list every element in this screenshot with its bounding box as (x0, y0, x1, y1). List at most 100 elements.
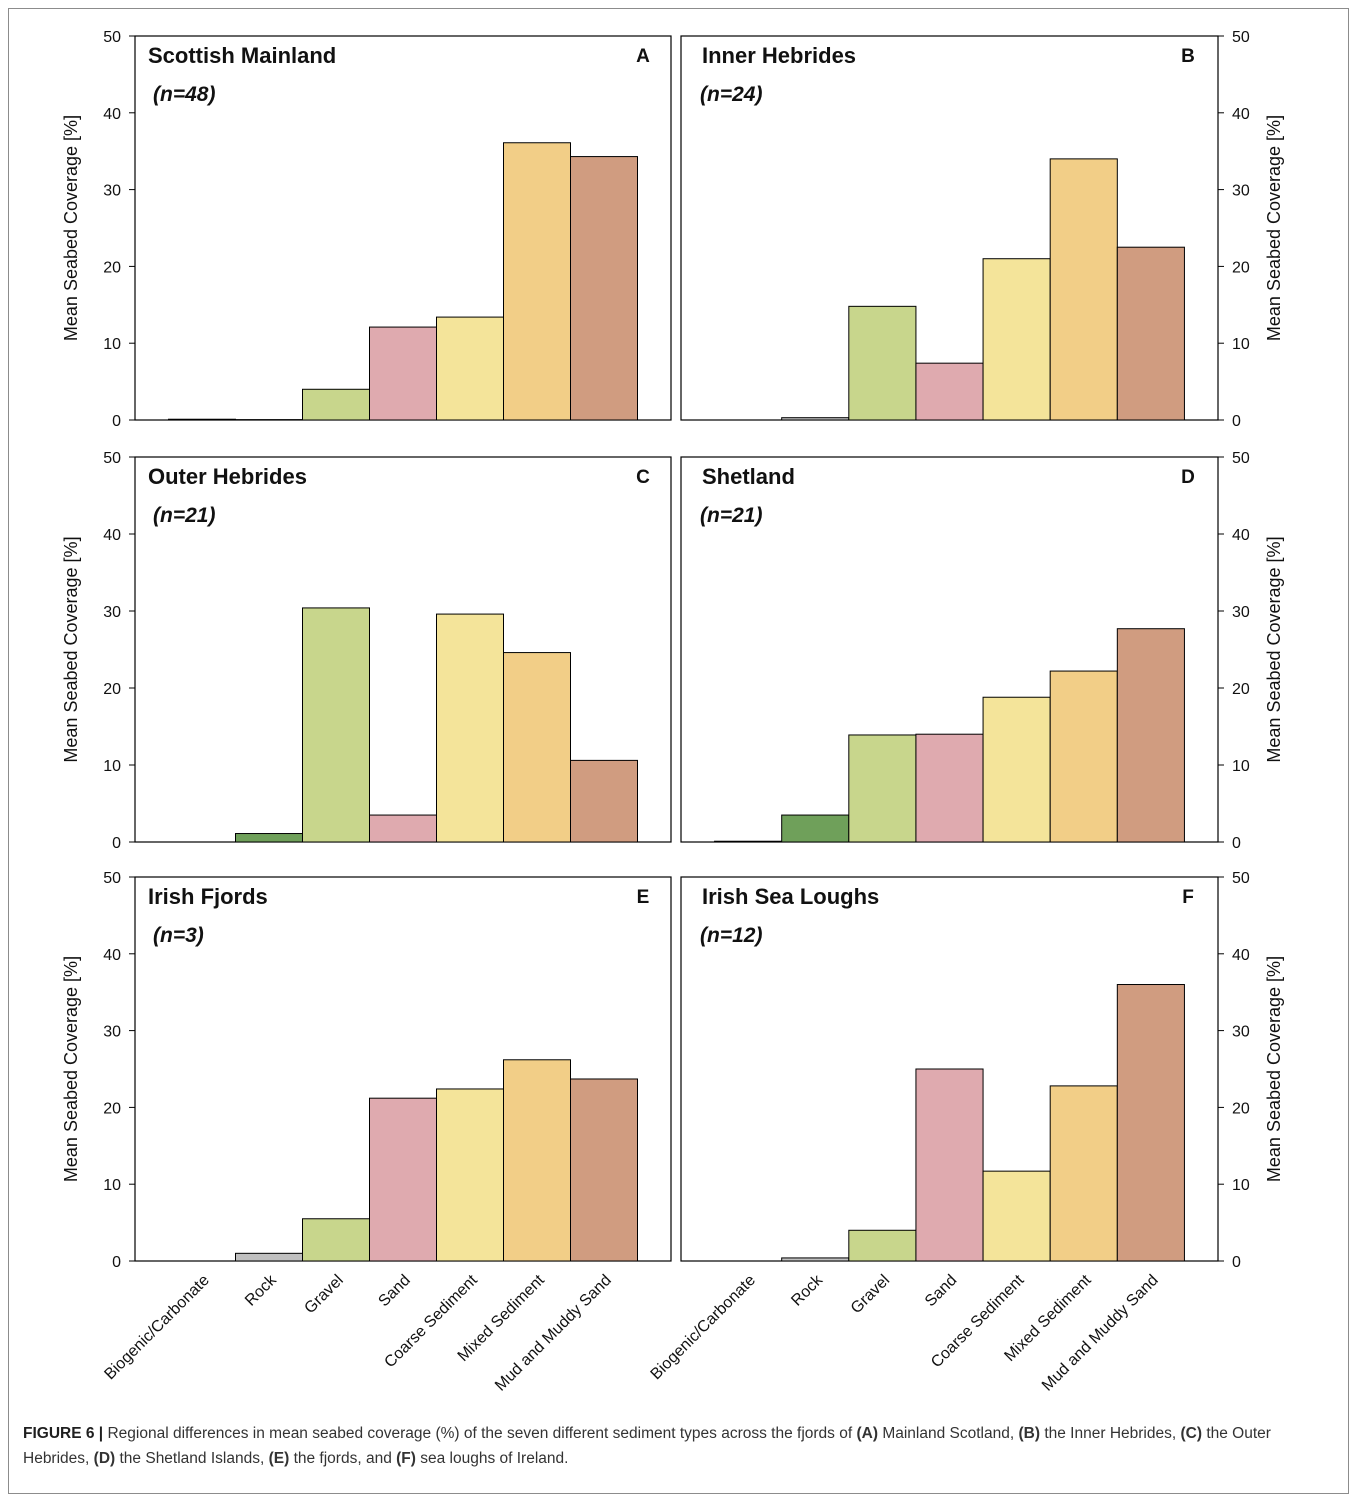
panel-d-bar-mud-and-muddy-sand (1116, 628, 1185, 843)
panel-e-xtick-label: Gravel (301, 1272, 346, 1317)
panel-a-bar-coarse-sediment (436, 316, 504, 421)
panel-e-bar-sand (369, 1097, 437, 1262)
panel-c-ytick-label: 10 (103, 758, 121, 775)
caption-text-7: sea loughs of Ireland. (420, 1450, 569, 1467)
panel-b-title: Inner Hebrides (702, 43, 856, 68)
panel-b-panel-letter: B (1181, 46, 1195, 67)
panel-a-ytick-label: 30 (103, 183, 121, 200)
panel-e-ytick-label: 50 (103, 870, 121, 887)
panel-f-ytick-label: 40 (1232, 947, 1250, 964)
panel-d-y-axis-label: Mean Seabed Coverage [%] (1264, 536, 1284, 762)
panel-f-bar-mud-and-muddy-sand (1116, 984, 1185, 1262)
panel-a-bar-biogenic-carbonate (168, 418, 236, 421)
panel-d-title: Shetland (702, 464, 795, 489)
panel-a-ytick-label: 40 (103, 106, 121, 123)
panel-c-bar-sand (369, 814, 437, 843)
panel-b-ytick-label: 10 (1232, 336, 1250, 353)
panel-b-ytick-label: 0 (1232, 413, 1241, 430)
caption-text-3: the Inner Hebrides, (1044, 1425, 1177, 1442)
panel-b-subtitle: (n=24) (700, 83, 762, 106)
panel-a-ytick-label: 20 (103, 259, 121, 276)
panel-f-ytick-label: 10 (1232, 1177, 1250, 1194)
panel-d-bar-mixed-sediment (1049, 670, 1118, 843)
panel-f-ytick-label: 0 (1232, 1254, 1241, 1271)
panel-f-ytick-label: 20 (1232, 1100, 1250, 1117)
panel-a-panel-letter: A (636, 46, 650, 67)
panel-e-ytick-label: 20 (103, 1100, 121, 1117)
panel-a-ytick-label: 0 (112, 413, 121, 430)
panel-c-panel-letter: C (636, 467, 650, 488)
panel-a-y-axis-label: Mean Seabed Coverage [%] (61, 115, 81, 341)
caption-text-6: the fjords, and (293, 1450, 392, 1467)
panel-f-xtick-label: Gravel (848, 1272, 893, 1317)
panel-b-ytick-label: 30 (1232, 183, 1250, 200)
panel-a-bar-sand (369, 326, 437, 421)
panel-a-ytick-label: 50 (103, 29, 121, 46)
panel-e-xtick-label: Mud and Muddy Sand (492, 1272, 615, 1395)
panel-c-title: Outer Hebrides (148, 464, 307, 489)
panel-d-bar-coarse-sediment (982, 696, 1051, 843)
panel-c-ytick-label: 40 (103, 527, 121, 544)
panel-d-subtitle: (n=21) (700, 504, 762, 527)
panel-d-bar-biogenic-carbonate (714, 840, 783, 843)
panel-c-bar-mixed-sediment (503, 652, 571, 843)
panel-f-bar-sand (915, 1068, 984, 1262)
panel-d-bar-sand (915, 733, 984, 843)
panel-f-y-axis-label: Mean Seabed Coverage [%] (1264, 956, 1284, 1182)
panel-c-bar-coarse-sediment (436, 613, 504, 843)
panel-a-bar-mud-and-muddy-sand (570, 156, 638, 421)
caption-text-4: the Outer Hebrides, (23, 1425, 1271, 1467)
panel-f-xtick-label: Mud and Muddy Sand (1039, 1272, 1162, 1395)
panel-c-ytick-label: 50 (103, 450, 121, 467)
panel-e-panel-letter: E (637, 887, 650, 908)
panel-b-ytick-label: 20 (1232, 259, 1250, 276)
panel-c-bar-rock (235, 833, 303, 843)
panel-e-xtick-label: Rock (242, 1271, 281, 1310)
panel-c-ytick-label: 0 (112, 835, 121, 852)
panel-e-bar-gravel (302, 1218, 370, 1262)
panel-f-bar-mixed-sediment (1049, 1085, 1118, 1262)
panel-e-ytick-label: 0 (112, 1254, 121, 1271)
panel-b-bar-rock (781, 417, 850, 421)
panel-a-bar-mixed-sediment (503, 142, 571, 421)
panel-c-ytick-label: 30 (103, 604, 121, 621)
panel-f-panel-letter: F (1182, 887, 1194, 908)
panel-d-ytick-label: 40 (1232, 527, 1250, 544)
figure-caption: FIGURE 6 | Regional differences in mean … (23, 1421, 1313, 1471)
panel-f-title: Irish Sea Loughs (702, 884, 879, 909)
panel-b-bar-sand (915, 362, 984, 421)
panel-e-subtitle: (n=3) (153, 924, 204, 947)
panel-d-ytick-label: 0 (1232, 835, 1241, 852)
panel-f-ytick-label: 30 (1232, 1024, 1250, 1041)
panel-d-panel-letter: D (1181, 467, 1195, 488)
panel-f-ytick-label: 50 (1232, 870, 1250, 887)
panel-e-xtick-label: Biogenic/Carbonate (101, 1272, 212, 1383)
panel-b-bar-gravel (848, 305, 917, 421)
panel-d-bar-rock (781, 814, 850, 843)
panel-c-subtitle: (n=21) (153, 504, 215, 527)
panel-e-bar-mixed-sediment (503, 1059, 571, 1262)
panel-e-ytick-label: 10 (103, 1177, 121, 1194)
panel-b-y-axis-label: Mean Seabed Coverage [%] (1264, 115, 1284, 341)
caption-ref-d: (D) (93, 1450, 116, 1467)
panel-d-ytick-label: 50 (1232, 450, 1250, 467)
panel-d-ytick-label: 20 (1232, 681, 1250, 698)
panel-a-ytick-label: 10 (103, 336, 121, 353)
caption-ref-c: (C) (1180, 1425, 1202, 1442)
panel-e-bar-rock (235, 1252, 303, 1262)
panel-d-ytick-label: 30 (1232, 604, 1250, 621)
caption-ref-e: (E) (268, 1450, 290, 1467)
panel-b-bar-mixed-sediment (1049, 158, 1118, 421)
panel-b-ytick-label: 40 (1232, 106, 1250, 123)
panel-e-bar-mud-and-muddy-sand (570, 1078, 638, 1262)
panel-d-ytick-label: 10 (1232, 758, 1250, 775)
panel-f-xtick-label: Rock (788, 1271, 827, 1310)
panel-f-bar-coarse-sediment (982, 1170, 1051, 1262)
panel-e-title: Irish Fjords (148, 884, 268, 909)
panel-c-y-axis-label: Mean Seabed Coverage [%] (61, 536, 81, 762)
panel-e-xtick-label: Sand (375, 1272, 413, 1310)
caption-text-5: the Shetland Islands, (119, 1450, 265, 1467)
panel-b-bar-coarse-sediment (982, 258, 1051, 421)
panel-b-bar-mud-and-muddy-sand (1116, 246, 1185, 421)
panel-f-subtitle: (n=12) (700, 924, 762, 947)
